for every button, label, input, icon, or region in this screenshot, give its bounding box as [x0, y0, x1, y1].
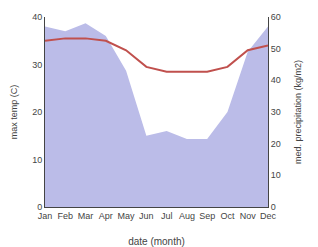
svg-text:60: 60 [271, 12, 281, 22]
svg-text:Jul: Jul [161, 211, 173, 221]
svg-text:Mar: Mar [78, 211, 94, 221]
svg-text:date (month): date (month) [128, 236, 185, 247]
svg-text:Jan: Jan [38, 211, 53, 221]
svg-text:Aug: Aug [179, 211, 195, 221]
svg-text:20: 20 [271, 139, 281, 149]
svg-text:50: 50 [271, 44, 281, 54]
svg-text:20: 20 [32, 107, 42, 117]
svg-text:0: 0 [271, 202, 276, 212]
svg-text:10: 10 [32, 155, 42, 165]
svg-text:Dec: Dec [260, 211, 277, 221]
svg-text:Oct: Oct [220, 211, 235, 221]
svg-text:Apr: Apr [99, 211, 113, 221]
svg-text:10: 10 [271, 170, 281, 180]
svg-text:0: 0 [37, 202, 42, 212]
svg-text:40: 40 [271, 75, 281, 85]
svg-text:Sep: Sep [199, 211, 215, 221]
svg-text:May: May [118, 211, 136, 221]
svg-text:med. precipitation (kg/m2): med. precipitation (kg/m2) [293, 60, 303, 164]
svg-text:30: 30 [32, 60, 42, 70]
svg-text:40: 40 [32, 12, 42, 22]
svg-text:Jun: Jun [139, 211, 154, 221]
svg-text:Feb: Feb [58, 211, 74, 221]
svg-text:max temp (C): max temp (C) [9, 85, 19, 140]
svg-text:30: 30 [271, 107, 281, 117]
svg-text:Nov: Nov [240, 211, 257, 221]
